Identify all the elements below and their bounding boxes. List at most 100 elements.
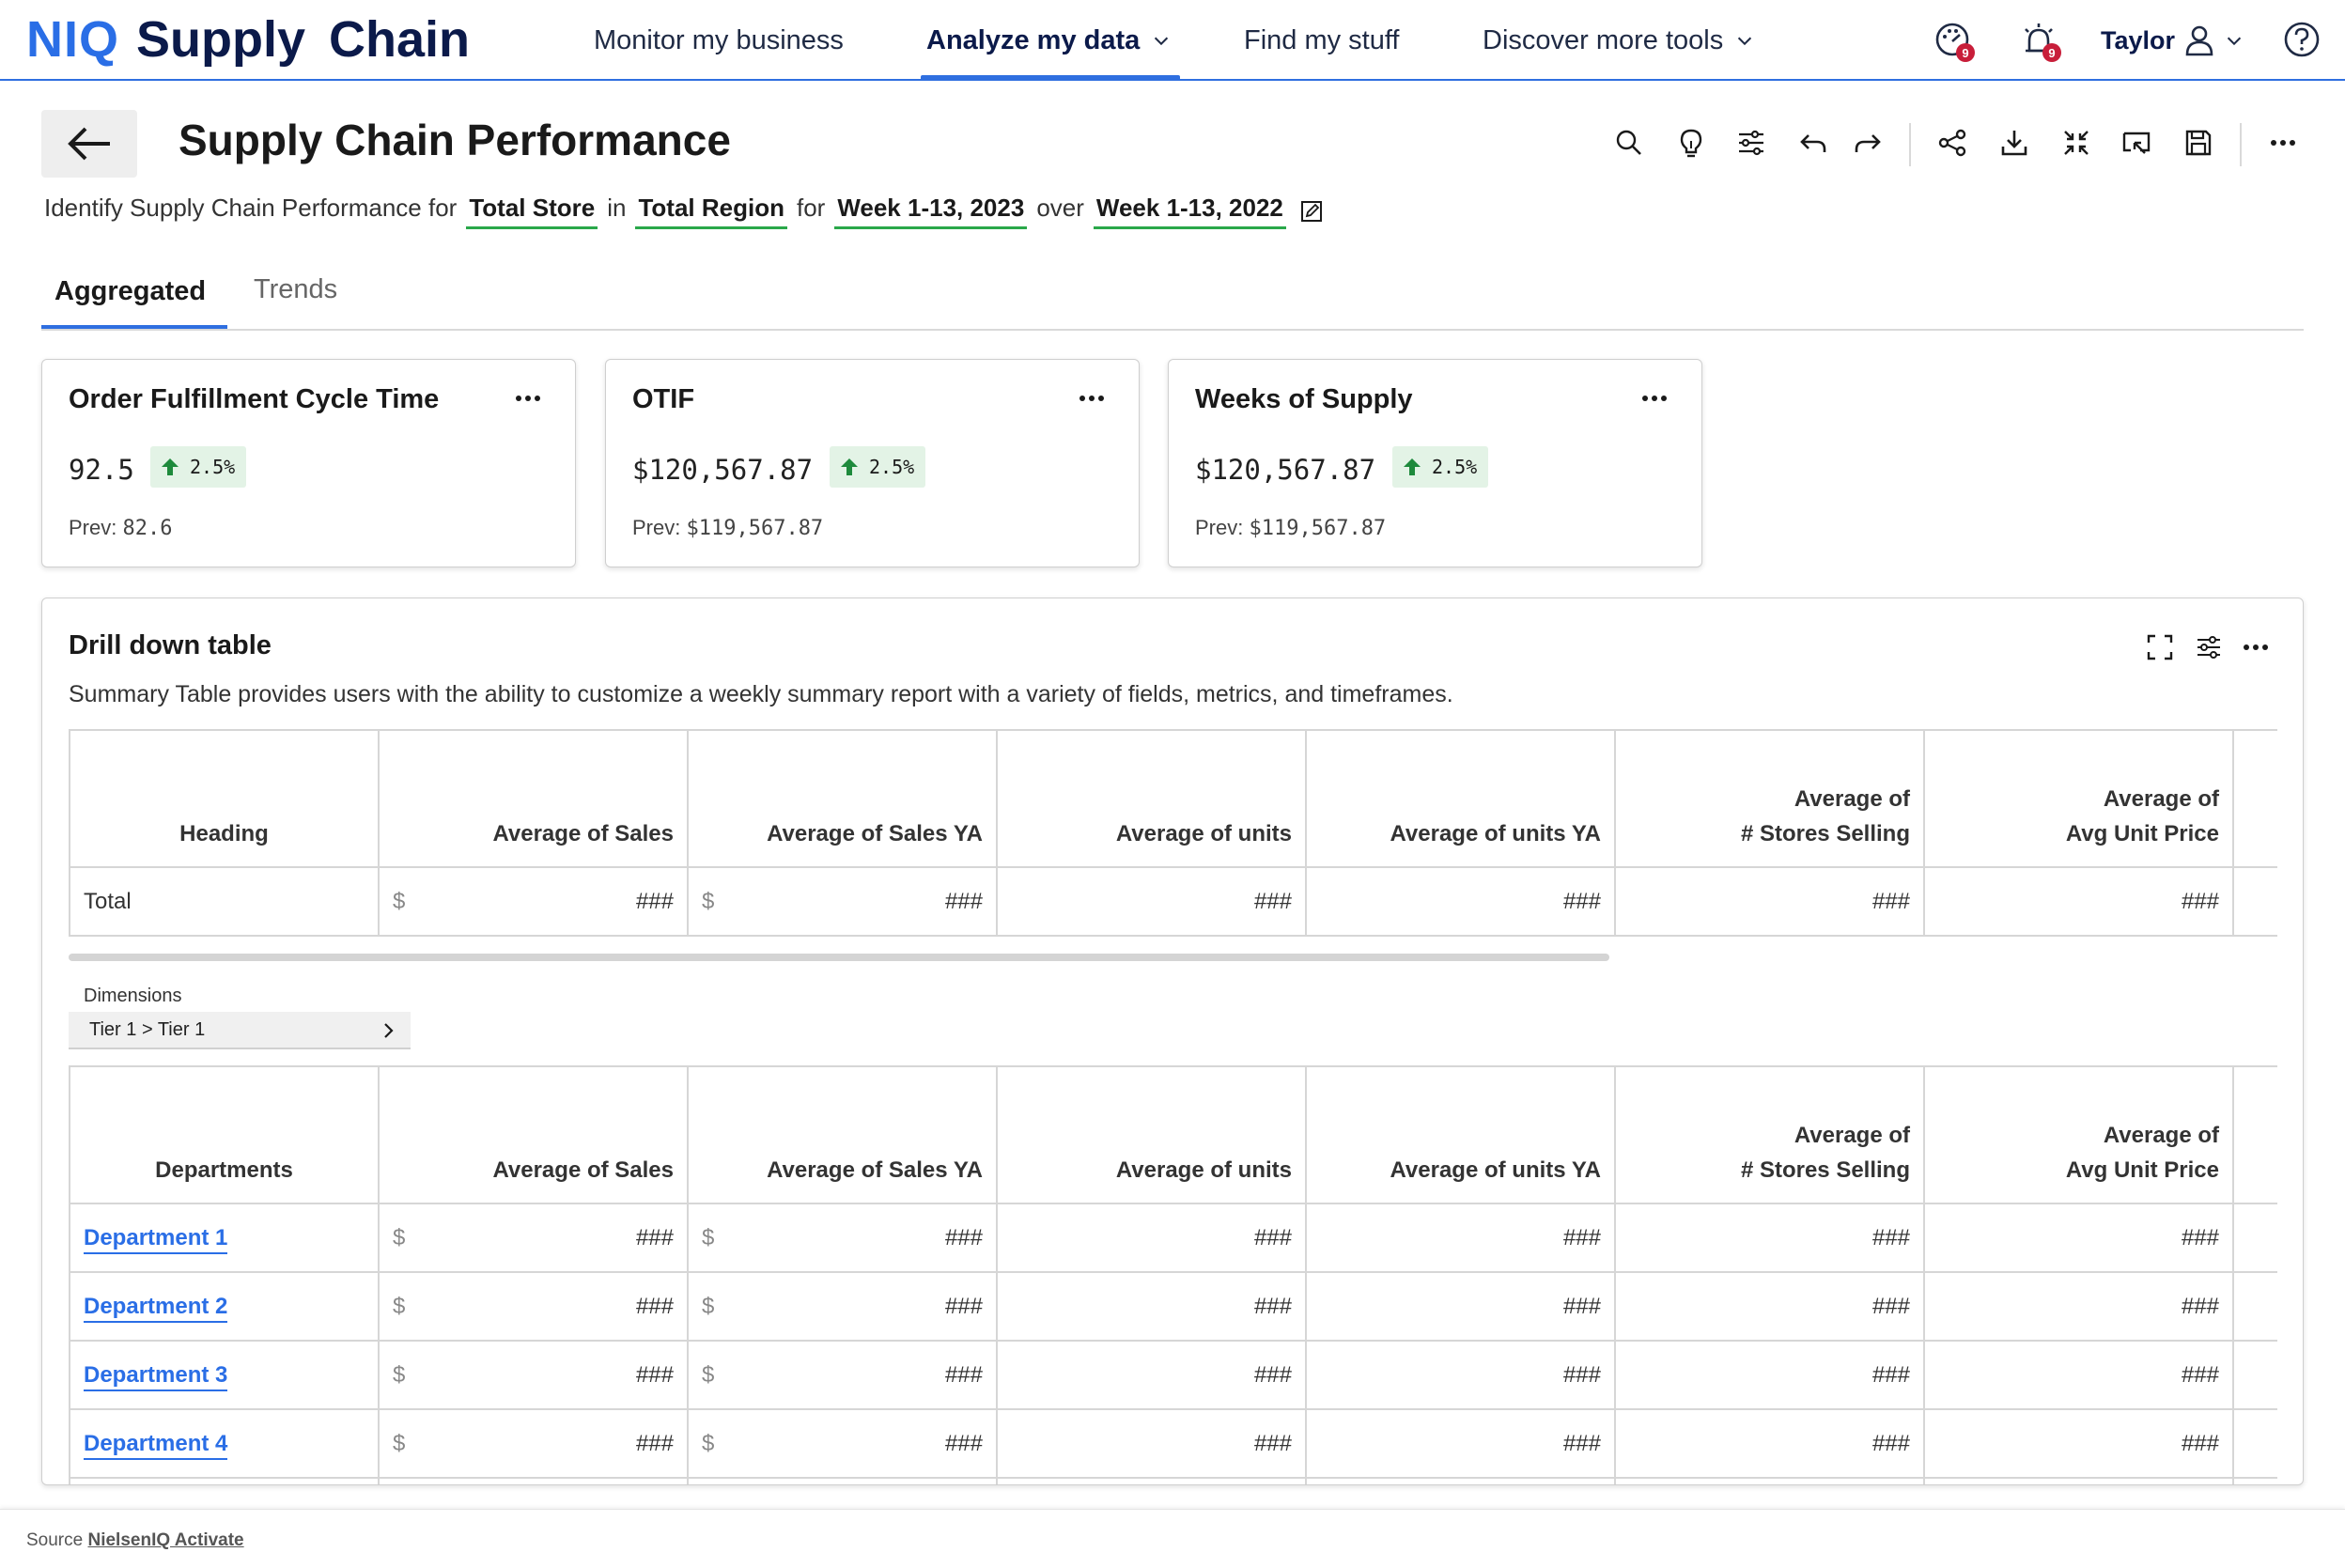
column-header[interactable]: Average of # Stores Selling <box>1614 1065 1925 1204</box>
nav-monitor-my-business[interactable]: Monitor my business <box>594 0 844 81</box>
lightbulb-icon[interactable] <box>1674 126 1708 160</box>
department-link[interactable]: Department 1 <box>84 1224 228 1254</box>
download-icon[interactable] <box>1997 126 2031 160</box>
spacer-cell <box>2232 1203 2277 1273</box>
more-icon[interactable] <box>1641 394 1668 403</box>
present-icon[interactable] <box>2120 126 2153 160</box>
column-header[interactable]: Average of Sales YA <box>687 1065 998 1204</box>
currency-symbol: $ <box>393 1293 406 1319</box>
nav-item-label: Discover more tools <box>1483 24 1724 55</box>
cell-value: ### <box>944 1224 983 1250</box>
tab-aggregated[interactable]: Aggregated <box>54 276 207 306</box>
more-icon[interactable] <box>515 394 541 403</box>
subtitle-for: for <box>796 194 826 222</box>
period-selector[interactable]: Week 1-13, 2023 <box>834 194 1028 229</box>
value-cell: ### <box>1614 1203 1925 1273</box>
column-header[interactable]: Average of units <box>996 1065 1307 1204</box>
department-link[interactable]: Department 4 <box>84 1430 228 1460</box>
column-header[interactable]: Average of Avg Unit Price <box>1923 729 2234 868</box>
filter-sliders-icon[interactable] <box>1734 126 1768 160</box>
dashboard-notification-button[interactable]: 9 <box>1933 21 1975 62</box>
analysis-description: Identify Supply Chain Performance for To… <box>44 194 1324 229</box>
row-label-cell: Department 1 <box>69 1203 380 1273</box>
value-cell: $ ### <box>378 1408 689 1479</box>
column-header-spacer <box>2232 1065 2277 1204</box>
chevron-down-icon <box>1155 37 1169 46</box>
active-tab-indicator <box>41 325 227 329</box>
nav-discover-more-tools[interactable]: Discover more tools <box>1483 0 1755 81</box>
value-cell: ### <box>1305 1203 1616 1273</box>
cell-value: ### <box>2181 888 2219 914</box>
subtitle-prefix: Identify Supply Chain Performance for <box>44 194 458 222</box>
table-row <box>69 1477 2277 1484</box>
brand-logo-text: NIQ <box>26 11 120 68</box>
column-header[interactable]: Average of units YA <box>1305 729 1616 868</box>
kpi-prev-label: Prev: <box>69 516 117 539</box>
compare-period-selector[interactable]: Week 1-13, 2022 <box>1093 194 1286 229</box>
undo-icon[interactable] <box>1796 126 1830 160</box>
filter-sliders-icon[interactable] <box>2194 632 2224 662</box>
chevron-down-icon <box>1738 37 1752 46</box>
currency-symbol: $ <box>702 1224 715 1250</box>
back-button[interactable] <box>41 110 137 178</box>
arrow-up-icon <box>1404 458 1421 475</box>
value-cell: $ ### <box>378 866 689 937</box>
help-button[interactable] <box>2283 21 2324 62</box>
edit-icon[interactable] <box>1299 199 1324 224</box>
department-link[interactable]: Department 2 <box>84 1293 228 1323</box>
more-icon[interactable] <box>1079 394 1105 403</box>
product-name: Supply Chain <box>136 11 471 68</box>
dimensions-selector[interactable]: Tier 1 > Tier 1 <box>69 1012 411 1049</box>
kpi-prev-value: 82.6 <box>122 517 173 540</box>
subtitle-over: over <box>1036 194 1084 222</box>
panel-description: Summary Table provides users with the ab… <box>69 681 1453 707</box>
region-selector[interactable]: Total Region <box>635 194 787 229</box>
value-cell: ### <box>996 866 1307 937</box>
column-header[interactable]: Average of units <box>996 729 1307 868</box>
cell-value: ### <box>635 1293 674 1319</box>
notification-count-badge: 9 <box>1956 43 1975 62</box>
kpi-value: $120,567.87 <box>1195 454 1376 486</box>
active-nav-indicator <box>921 75 1180 81</box>
save-icon[interactable] <box>2182 126 2215 160</box>
share-icon[interactable] <box>1935 126 1969 160</box>
value-cell: ### <box>996 1271 1307 1342</box>
column-header[interactable]: Average of # Stores Selling <box>1614 729 1925 868</box>
collapse-icon[interactable] <box>2059 126 2093 160</box>
more-icon[interactable] <box>2241 632 2271 662</box>
kpi-change-badge: 2.5% <box>150 446 247 488</box>
cell-value: ### <box>1562 1293 1601 1319</box>
column-header[interactable]: Heading <box>69 729 380 868</box>
search-icon[interactable] <box>1612 126 1646 160</box>
tab-trends[interactable]: Trends <box>254 274 338 304</box>
expand-icon[interactable] <box>2145 632 2175 662</box>
column-header-spacer <box>2232 729 2277 868</box>
cell-value: ### <box>944 1430 983 1456</box>
value-cell: ### <box>1614 1408 1925 1479</box>
column-header[interactable]: Average of Sales YA <box>687 729 998 868</box>
cell-value: ### <box>1253 1224 1292 1250</box>
cell-value: ### <box>1253 1293 1292 1319</box>
store-selector[interactable]: Total Store <box>466 194 598 229</box>
nav-analyze-my-data[interactable]: Analyze my data <box>926 0 1172 81</box>
column-header[interactable]: Average of units YA <box>1305 1065 1616 1204</box>
column-header[interactable]: Average of Sales <box>378 1065 689 1204</box>
user-menu[interactable]: Taylor <box>2101 0 2244 81</box>
source-link[interactable]: NielsenIQ Activate <box>87 1530 244 1550</box>
cell-value: ### <box>1871 1224 1910 1250</box>
column-header[interactable]: Departments <box>69 1065 380 1204</box>
more-icon[interactable] <box>2266 126 2300 160</box>
dimensions-label: Dimensions <box>84 986 182 1006</box>
department-link[interactable]: Department 3 <box>84 1361 228 1391</box>
column-header[interactable]: Average of Sales <box>378 729 689 868</box>
horizontal-scrollbar[interactable] <box>69 954 1609 961</box>
alerts-button[interactable]: 9 <box>2020 21 2061 62</box>
app-logo[interactable]: NIQ Supply Chain <box>26 9 470 70</box>
kpi-prev-label: Prev: <box>1195 516 1244 539</box>
redo-icon[interactable] <box>1851 126 1885 160</box>
kpi-previous: Prev: $119,567.87 <box>1195 516 1386 540</box>
column-header[interactable]: Average of Avg Unit Price <box>1923 1065 2234 1204</box>
value-cell <box>1923 1477 2234 1484</box>
nav-find-my-stuff[interactable]: Find my stuff <box>1244 0 1399 81</box>
value-cell <box>687 1477 998 1484</box>
